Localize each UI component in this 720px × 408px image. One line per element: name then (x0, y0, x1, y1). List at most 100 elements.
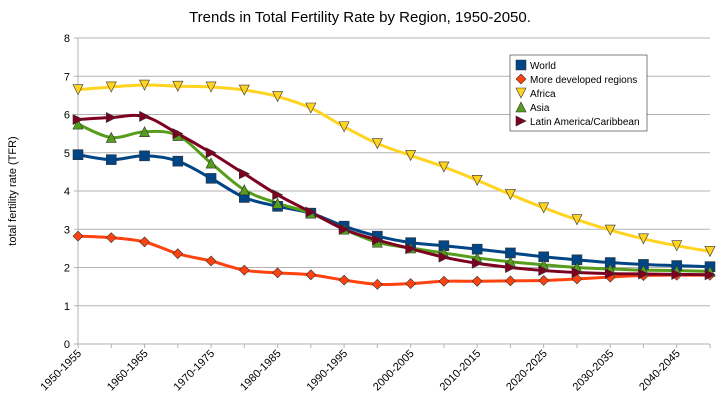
data-point (405, 243, 417, 255)
data-point (704, 246, 716, 258)
data-point (338, 274, 350, 286)
x-tick-label: 2030-2035 (571, 348, 617, 394)
data-point (139, 126, 151, 138)
data-point (205, 255, 217, 267)
data-point (438, 240, 450, 251)
data-point (471, 257, 483, 269)
y-tick-label: 5 (64, 148, 70, 160)
data-point (139, 236, 150, 248)
data-point (338, 121, 350, 133)
x-tick-label: 2010-2015 (438, 348, 484, 394)
legend-label: More developed regions (530, 75, 637, 86)
x-tick-label: 2020-2025 (504, 348, 550, 394)
legend-box (509, 54, 648, 132)
x-tick-label: 2040-2045 (637, 348, 683, 394)
data-point (438, 275, 450, 287)
x-tick-label: 1950-1955 (38, 348, 84, 394)
data-point (471, 174, 483, 186)
data-point (671, 268, 683, 280)
data-point (72, 118, 84, 130)
legend-label: Africa (530, 89, 556, 100)
data-point (139, 79, 151, 91)
legend-marker (515, 101, 527, 113)
data-point (205, 81, 217, 93)
legend: World More developed regions Africa Asia Lat… (509, 54, 648, 132)
data-point (338, 223, 350, 235)
data-point (505, 247, 516, 259)
data-point (205, 147, 217, 159)
x-tick-label: 1980-1985 (238, 348, 284, 394)
data-point (571, 214, 583, 226)
data-point (504, 189, 516, 201)
data-point (205, 157, 217, 169)
data-point (438, 161, 450, 173)
data-point (72, 230, 84, 242)
data-point (305, 269, 317, 281)
data-point (205, 173, 217, 184)
data-point (139, 150, 150, 162)
y-tick-label: 2 (64, 263, 70, 275)
data-point (571, 254, 583, 266)
y-tick-label: 3 (64, 224, 70, 236)
y-axis-title: total fertility rate (TFR) (7, 136, 19, 245)
data-point (105, 81, 117, 93)
x-tick-label: 1970-1975 (171, 348, 217, 394)
y-tick-label: 6 (64, 110, 70, 122)
data-point (471, 275, 483, 287)
data-point (238, 84, 250, 96)
data-point (604, 224, 616, 236)
data-point (571, 266, 583, 278)
series-line (77, 122, 711, 273)
data-point (405, 150, 417, 162)
data-point (371, 278, 383, 290)
data-point (105, 232, 117, 244)
data-point (538, 265, 550, 277)
data-point (371, 138, 383, 150)
x-tick-label: 1960-1965 (105, 348, 151, 394)
legend-marker (515, 115, 527, 127)
data-point (571, 273, 583, 285)
legend-marker (515, 87, 527, 99)
data-point (671, 240, 683, 252)
x-tick-label: 1990-1995 (305, 348, 351, 394)
data-point (704, 269, 716, 281)
data-point (505, 262, 517, 273)
data-point (504, 275, 516, 287)
data-point (405, 278, 417, 289)
data-point (238, 184, 250, 196)
data-point (538, 275, 550, 286)
data-point (72, 113, 84, 125)
data-point (72, 149, 84, 160)
data-point (604, 257, 616, 268)
y-tick-label: 7 (64, 71, 70, 83)
x-tick-label: 2000-2005 (371, 348, 417, 394)
y-tick-label: 1 (64, 301, 70, 313)
series-line (77, 153, 711, 269)
data-point (272, 197, 284, 209)
legend-label: Asia (530, 103, 550, 114)
data-point (372, 234, 384, 246)
legend-label: Latin America/Caribbean (530, 117, 640, 128)
data-point (105, 112, 117, 124)
data-point (72, 84, 84, 96)
data-point (471, 243, 483, 255)
data-point (538, 251, 549, 263)
data-point (172, 128, 184, 140)
chart-title: Trends in Total Fertility Rate by Region… (189, 9, 531, 26)
data-point (172, 248, 184, 260)
data-point (105, 131, 117, 143)
data-point (305, 206, 317, 218)
data-point (172, 155, 184, 167)
y-tick-label: 4 (64, 186, 70, 198)
data-point (272, 267, 284, 279)
y-tick-label: 8 (64, 33, 70, 45)
data-point (105, 154, 117, 165)
legend-marker (515, 73, 527, 85)
legend-label: World (530, 61, 556, 72)
data-point (272, 91, 284, 103)
data-point (604, 268, 616, 280)
data-point (238, 264, 250, 276)
data-point (438, 251, 450, 263)
data-point (538, 202, 550, 214)
